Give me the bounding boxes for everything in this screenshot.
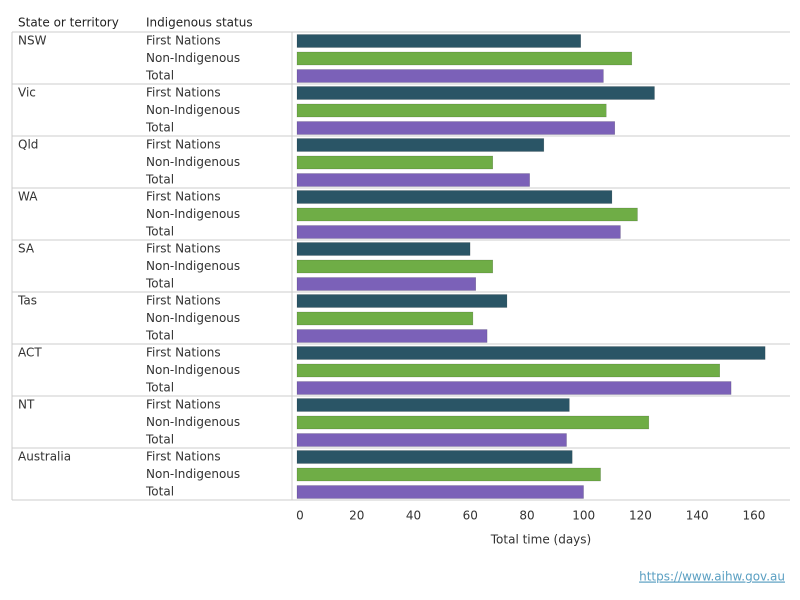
- bar: [296, 121, 616, 135]
- bar: [296, 485, 584, 499]
- x-tick-label: 160: [743, 509, 766, 523]
- group-label: Non-Indigenous: [146, 363, 240, 377]
- bar: [296, 259, 494, 274]
- x-tick-label: 80: [519, 509, 534, 523]
- bar: [296, 381, 732, 395]
- group-label: Total: [145, 329, 174, 343]
- group-label: Total: [145, 433, 174, 447]
- group-label: Non-Indigenous: [146, 155, 240, 169]
- bar: [296, 103, 607, 118]
- group-label: Total: [145, 485, 174, 499]
- bar: [296, 138, 545, 152]
- bar: [296, 311, 474, 326]
- category-label: NSW: [18, 34, 47, 48]
- bar: [296, 173, 530, 187]
- group-label: Non-Indigenous: [146, 259, 240, 273]
- source-link[interactable]: https://www.aihw.gov.au: [639, 570, 785, 584]
- group-label: Total: [145, 225, 174, 239]
- bar: [296, 294, 508, 308]
- group-label: Non-Indigenous: [146, 103, 240, 117]
- category-label: ACT: [18, 346, 42, 360]
- x-tick-label: 140: [686, 509, 709, 523]
- category-label: NT: [18, 398, 35, 412]
- bar: [296, 51, 633, 66]
- group-label: Total: [145, 69, 174, 83]
- category-header: State or territory: [18, 16, 119, 30]
- group-label: Total: [145, 381, 174, 395]
- category-label: Vic: [18, 86, 36, 100]
- x-tick-label: 120: [629, 509, 652, 523]
- bar: [296, 242, 471, 256]
- bar: [296, 433, 567, 447]
- group-label: First Nations: [146, 398, 221, 412]
- x-tick-label: 40: [406, 509, 421, 523]
- group-label: First Nations: [146, 294, 221, 308]
- group-label: Total: [145, 121, 174, 135]
- bar: [296, 34, 581, 48]
- group-label: Non-Indigenous: [146, 311, 240, 325]
- category-label: SA: [18, 242, 35, 256]
- bar: [296, 225, 621, 239]
- bar: [296, 86, 655, 100]
- bar: [296, 363, 720, 378]
- bar: [296, 329, 488, 343]
- bar: [296, 398, 570, 412]
- group-header: Indigenous status: [146, 16, 253, 30]
- bar: [296, 415, 650, 430]
- group-label: Non-Indigenous: [146, 467, 240, 481]
- group-label: First Nations: [146, 86, 221, 100]
- bar: [296, 346, 766, 360]
- group-label: Non-Indigenous: [146, 51, 240, 65]
- x-tick-label: 20: [349, 509, 364, 523]
- bar: [296, 190, 613, 204]
- category-label: Qld: [18, 138, 38, 152]
- group-label: Non-Indigenous: [146, 207, 240, 221]
- group-label: First Nations: [146, 450, 221, 464]
- category-label: WA: [18, 190, 38, 204]
- group-label: First Nations: [146, 190, 221, 204]
- bar: [296, 277, 476, 291]
- x-tick-label: 60: [463, 509, 478, 523]
- x-axis-title: Total time (days): [490, 533, 591, 547]
- x-tick-label: 0: [296, 509, 304, 523]
- group-label: First Nations: [146, 34, 221, 48]
- group-label: Total: [145, 173, 174, 187]
- group-label: First Nations: [146, 346, 221, 360]
- bar: [296, 207, 638, 222]
- group-label: Non-Indigenous: [146, 415, 240, 429]
- bar: [296, 450, 573, 464]
- bar: [296, 467, 601, 482]
- category-label: Tas: [17, 294, 37, 308]
- category-label: Australia: [18, 450, 71, 464]
- bar: [296, 69, 604, 83]
- group-label: First Nations: [146, 242, 221, 256]
- x-tick-label: 100: [572, 509, 595, 523]
- group-label: Total: [145, 277, 174, 291]
- bar: [296, 155, 494, 170]
- group-label: First Nations: [146, 138, 221, 152]
